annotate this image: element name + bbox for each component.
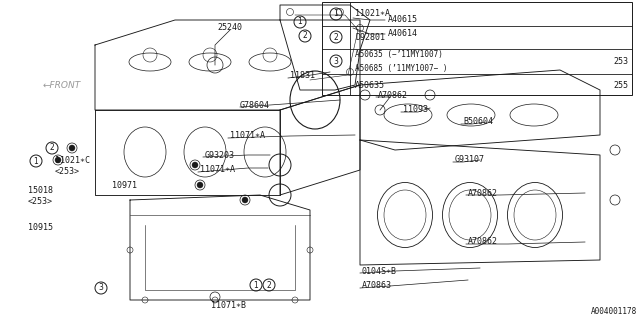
Text: 3: 3 [333, 57, 339, 66]
Circle shape [242, 197, 248, 203]
Text: 11093: 11093 [403, 106, 428, 115]
Circle shape [55, 157, 61, 163]
Text: A70862: A70862 [378, 91, 408, 100]
Text: A40614: A40614 [388, 29, 418, 38]
Text: A70862: A70862 [468, 188, 498, 197]
Text: A70863: A70863 [362, 282, 392, 291]
Circle shape [192, 162, 198, 168]
Text: 255: 255 [613, 81, 628, 90]
Text: A40615: A40615 [388, 15, 418, 25]
Text: 1: 1 [253, 281, 259, 290]
Text: 25240: 25240 [218, 23, 243, 33]
Text: 11071∗A: 11071∗A [200, 165, 235, 174]
Text: 15018
<253>: 15018 <253> [28, 186, 53, 206]
Text: 10915: 10915 [28, 223, 53, 233]
Text: 1: 1 [333, 10, 339, 19]
Text: 11071∗B: 11071∗B [211, 300, 246, 309]
Text: 253: 253 [613, 57, 628, 66]
Text: 11071∗A: 11071∗A [230, 132, 265, 140]
Circle shape [197, 182, 203, 188]
Text: A50635: A50635 [355, 81, 385, 90]
Text: A50685 (’11MY1007− ): A50685 (’11MY1007− ) [355, 65, 447, 74]
Text: 2: 2 [333, 33, 339, 42]
Text: 11021∗A: 11021∗A [355, 10, 390, 19]
Bar [322, 2, 632, 95]
Text: 1: 1 [34, 156, 38, 165]
Text: A004001178: A004001178 [591, 307, 637, 316]
Text: G78604: G78604 [240, 100, 270, 109]
Text: 11021∗C
<253>: 11021∗C <253> [55, 156, 90, 176]
Text: 2: 2 [267, 281, 271, 290]
Text: D92801: D92801 [355, 33, 385, 42]
Text: 11831: 11831 [290, 71, 315, 81]
Text: G93107: G93107 [455, 156, 485, 164]
Text: 2: 2 [303, 31, 307, 41]
Text: ←FRONT: ←FRONT [43, 81, 81, 90]
Text: 3: 3 [99, 284, 104, 292]
Text: A50635 (−’11MY1007): A50635 (−’11MY1007) [355, 51, 443, 60]
Text: 2: 2 [50, 143, 54, 153]
Text: G93203: G93203 [205, 150, 235, 159]
Text: 10971: 10971 [112, 180, 137, 189]
Text: 1: 1 [298, 18, 302, 27]
Text: 0104S∗B: 0104S∗B [362, 267, 397, 276]
Circle shape [69, 145, 75, 151]
Text: A70862: A70862 [468, 237, 498, 246]
Text: B50604: B50604 [463, 117, 493, 126]
